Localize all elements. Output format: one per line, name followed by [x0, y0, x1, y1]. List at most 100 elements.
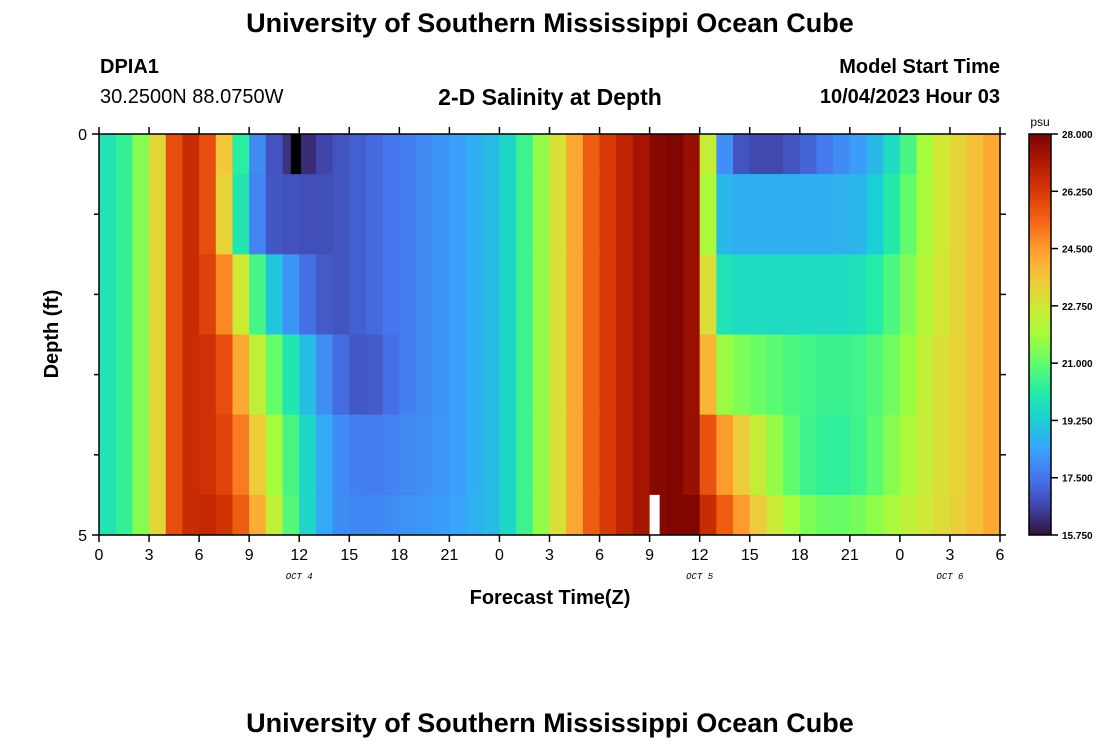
heatmap-cell [165, 414, 184, 496]
heatmap-cell [816, 134, 834, 175]
heatmap-cell [432, 174, 450, 255]
heatmap-cell [449, 414, 467, 496]
heatmap-cell [649, 174, 667, 255]
heatmap-cell [799, 494, 818, 536]
heatmap-cell [365, 494, 384, 536]
heatmap-cell [716, 414, 734, 496]
heatmap-cell [599, 134, 617, 175]
heatmap-cell [265, 334, 284, 416]
heatmap-cell [883, 134, 901, 175]
heatmap-cell [265, 134, 284, 175]
heatmap-cell [299, 134, 317, 175]
heatmap-cell [199, 134, 217, 175]
heatmap-cell [432, 414, 450, 496]
heatmap-cell [632, 334, 651, 416]
model-start-label: Model Start Time [839, 56, 1000, 78]
heatmap-cell [349, 334, 367, 416]
heatmap-cell [749, 414, 768, 496]
heatmap-cell [783, 334, 801, 416]
heatmap-cell [365, 174, 384, 255]
heatmap-cell [783, 254, 801, 335]
colorbar-tick-label: 21.000 [1062, 359, 1093, 370]
heatmap-cell [399, 174, 417, 255]
heatmap-cell [399, 134, 417, 175]
heatmap-cells [99, 134, 1001, 536]
heatmap-cell [933, 134, 951, 175]
x-tick-label: 9 [645, 547, 654, 564]
heatmap-cell [482, 254, 501, 335]
heatmap-cell [682, 334, 701, 416]
heatmap-cell [532, 494, 551, 536]
heatmap-cell [482, 414, 501, 496]
station-id: DPIA1 [100, 56, 159, 78]
heatmap-cell [766, 174, 784, 255]
heatmap-cell [532, 174, 551, 255]
heatmap-cell [315, 134, 334, 175]
heatmap-cell [766, 254, 784, 335]
heatmap-cell [99, 134, 117, 175]
heatmap-cell [466, 134, 484, 175]
heatmap-cell [265, 254, 284, 335]
heatmap-cell [733, 174, 751, 255]
colorbar-tick-label: 15.750 [1062, 531, 1093, 542]
heatmap-cell [232, 174, 250, 255]
heatmap-cell [549, 334, 567, 416]
heatmap-cell [232, 494, 250, 536]
heatmap-cell [866, 334, 884, 416]
heatmap-cell [315, 334, 334, 416]
x-tick-label: 3 [945, 547, 954, 564]
heatmap-cell [899, 174, 918, 255]
heatmap-cell [766, 134, 784, 175]
heatmap-cell [349, 254, 367, 335]
heatmap-cell [299, 414, 317, 496]
heatmap-cell [449, 254, 467, 335]
heatmap-cell [215, 414, 234, 496]
heatmap-cell [265, 414, 284, 496]
heatmap-cell [416, 134, 434, 175]
heatmap-cell [382, 494, 400, 536]
x-tick-label: 6 [195, 547, 204, 564]
heatmap-cell [582, 134, 601, 175]
heatmap-cell [249, 254, 267, 335]
heatmap-cell [215, 334, 234, 416]
heatmap-cell [783, 414, 801, 496]
heatmap-cell [432, 134, 450, 175]
heatmap-cell [332, 414, 350, 496]
heatmap-cell [466, 254, 484, 335]
x-tick-label: 18 [791, 547, 809, 564]
heatmap-cell [599, 254, 617, 335]
minimum-salinity-cell [290, 134, 301, 175]
heatmap-cell [99, 174, 117, 255]
x-tick-label: 21 [440, 547, 458, 564]
heatmap-cell [933, 174, 951, 255]
x-tick-label: 3 [145, 547, 154, 564]
heatmap-cell [115, 254, 133, 335]
heatmap-cell [666, 134, 684, 175]
heatmap-cell [966, 494, 984, 536]
heatmap-cell [666, 174, 684, 255]
heatmap-cell [299, 254, 317, 335]
colorbar-tick-label: 26.250 [1062, 187, 1093, 198]
heatmap-cell [833, 414, 851, 496]
heatmap-cell [566, 334, 584, 416]
heatmap-cell [949, 494, 968, 536]
heatmap-cell [115, 174, 133, 255]
axes: 0 3 6 9 12 15 18 21 0 3 6 9 12 15 18 21 0 3 6 OCT 4 OCT 5 OCT… [78, 127, 1006, 582]
heatmap-cell [315, 254, 334, 335]
heatmap-cell [432, 494, 450, 536]
heatmap-cell [365, 334, 384, 416]
heatmap-cell [649, 134, 667, 175]
heatmap-cell [315, 414, 334, 496]
heatmap-cell [249, 494, 267, 536]
heatmap-cell [966, 254, 984, 335]
x-tick-label: 21 [841, 547, 859, 564]
heatmap-cell [599, 414, 617, 496]
heatmap-cell [132, 254, 150, 335]
heatmap-cell [749, 254, 768, 335]
heatmap-cell [949, 174, 968, 255]
heatmap-cell [182, 334, 200, 416]
heatmap-cell [416, 414, 434, 496]
heatmap-cell [883, 254, 901, 335]
colorbar-tick-label: 22.750 [1062, 302, 1093, 313]
heatmap-cell [182, 174, 200, 255]
